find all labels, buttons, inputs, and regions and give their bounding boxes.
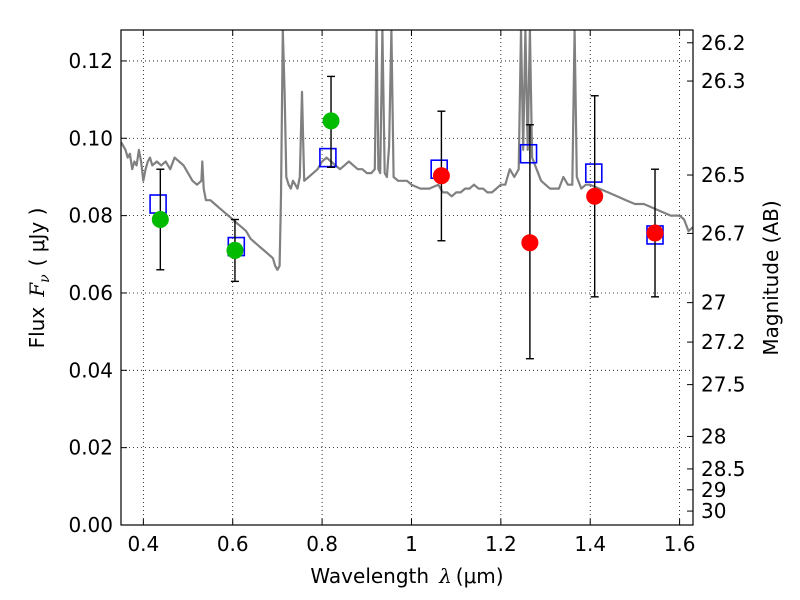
magnitude-axis-label: Magnitude (AB)	[759, 200, 783, 355]
y-axis-label-prefix: Flux	[25, 307, 49, 349]
x-axis-label: Wavelength λ (μm)	[310, 564, 503, 588]
magnitude-tick-label: 26.3	[701, 69, 746, 93]
y-tick-label: 0.12	[68, 49, 113, 73]
x-tick-label: 0.8	[306, 532, 338, 556]
axis-ticks: 0.4 0.6 0.8 1 1.2 1.4 1.6 0.00 0.02 0.04 0.06 0.08 0…	[68, 30, 746, 556]
observed-flux-point	[432, 167, 450, 185]
magnitude-tick-label: 30	[701, 499, 726, 523]
magnitude-tick-label: 27.5	[701, 373, 746, 397]
magnitude-tick-label: 27	[701, 291, 726, 315]
y-tick-label: 0.02	[68, 436, 113, 460]
x-tick-label: 0.6	[217, 532, 249, 556]
magnitude-tick-label: 26.7	[701, 221, 746, 245]
magnitude-tick-label: 26.5	[701, 163, 746, 187]
y-tick-label: 0.10	[68, 126, 113, 150]
y-tick-label: 0.04	[68, 358, 113, 382]
x-tick-label: 1	[405, 532, 418, 556]
observed-flux-point	[521, 234, 539, 252]
x-tick-label: 1.4	[574, 532, 606, 556]
x-axis-label-symbol: λ	[438, 564, 452, 588]
spectrum-line	[121, 30, 693, 271]
magnitude-tick-label: 26.2	[701, 31, 746, 55]
x-tick-label: 1.6	[664, 532, 696, 556]
y-axis-label-subscript: ν	[37, 274, 53, 283]
magnitude-tick-label: 27.2	[701, 330, 746, 354]
model-photometry-square	[584, 163, 603, 183]
observed-flux-point	[646, 224, 664, 242]
x-axis-label-unit: (μm)	[456, 564, 504, 588]
x-tick-label: 1.2	[485, 532, 517, 556]
y-tick-label: 0.00	[68, 513, 113, 537]
plot-frame	[120, 29, 694, 526]
observed-flux-point	[322, 112, 340, 130]
x-tick-label: 0.4	[127, 532, 159, 556]
data-layer	[121, 30, 693, 360]
x-axis-label-prefix: Wavelength	[310, 564, 429, 588]
magnitude-tick-label: 28	[701, 424, 726, 448]
magnitude-tick-label: 29	[701, 478, 726, 502]
y-tick-label: 0.08	[68, 204, 113, 228]
y-axis-label-symbol: F	[25, 282, 49, 298]
observed-flux-point	[151, 210, 169, 228]
model-photometry-square	[519, 143, 538, 164]
observed-flux-point	[586, 187, 604, 205]
y-axis-label-unit: ( μJy )	[25, 208, 49, 267]
magnitude-tick-label: 28.5	[701, 457, 746, 481]
observed-flux-point	[226, 241, 244, 259]
y-tick-label: 0.06	[68, 281, 113, 305]
y-axis-label: Flux Fν ( μJy )	[25, 208, 53, 349]
